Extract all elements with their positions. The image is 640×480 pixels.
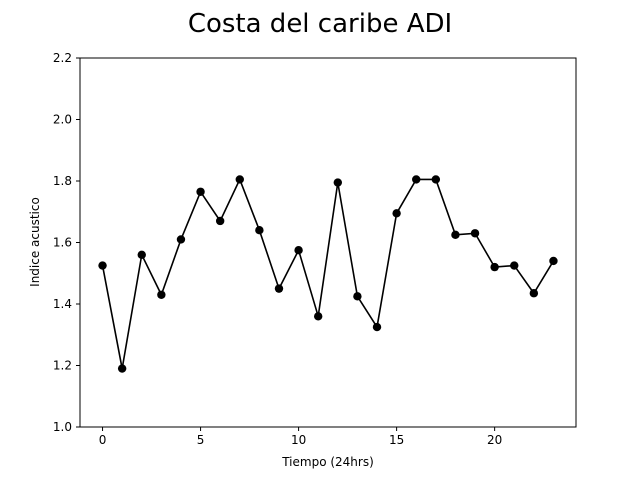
x-axis-label: Tiempo (24hrs) — [281, 455, 374, 469]
y-tick-label: 2.2 — [53, 51, 72, 65]
data-point — [333, 178, 343, 187]
y-tick-label: 1.6 — [53, 236, 72, 250]
chart-title: Costa del caribe ADI — [188, 9, 452, 39]
data-point — [176, 235, 186, 244]
data-point — [196, 187, 205, 196]
data-point — [412, 175, 421, 184]
data-point — [372, 322, 382, 332]
data-point — [470, 229, 480, 238]
data-point — [490, 262, 499, 272]
data-point — [549, 256, 558, 266]
data-point — [431, 175, 441, 184]
data-point — [294, 245, 303, 255]
data-point — [510, 261, 519, 270]
series-line — [101, 177, 555, 369]
x-tick-label: 15 — [389, 433, 404, 447]
plot-area-frame — [79, 57, 577, 428]
data-point — [137, 250, 146, 259]
x-tick-label: 20 — [487, 433, 502, 447]
data-point — [392, 209, 401, 218]
data-point — [157, 290, 166, 299]
data-point — [117, 364, 127, 373]
data-point — [98, 261, 107, 270]
data-point — [235, 175, 244, 184]
data-points — [98, 175, 558, 373]
x-axis: 0 5 10 15 20 — [99, 427, 502, 447]
y-axis: 1.0 1.2 1.4 1.6 1.8 2.0 2.2 — [53, 51, 80, 434]
x-tick-label: 10 — [291, 433, 306, 447]
data-point — [529, 289, 539, 298]
y-axis-label: Indice acustico — [28, 197, 42, 287]
data-point — [274, 284, 284, 293]
y-tick-label: 2.0 — [53, 113, 72, 127]
data-point — [255, 226, 264, 235]
y-tick-label: 1.8 — [53, 174, 72, 188]
data-point — [451, 230, 460, 240]
data-point — [313, 312, 323, 321]
data-point — [215, 216, 225, 226]
data-point — [353, 292, 362, 301]
y-tick-label: 1.0 — [53, 420, 72, 434]
y-tick-label: 1.2 — [53, 359, 72, 373]
y-tick-label: 1.4 — [53, 297, 72, 311]
x-tick-label: 0 — [99, 433, 107, 447]
x-tick-label: 5 — [197, 433, 205, 447]
